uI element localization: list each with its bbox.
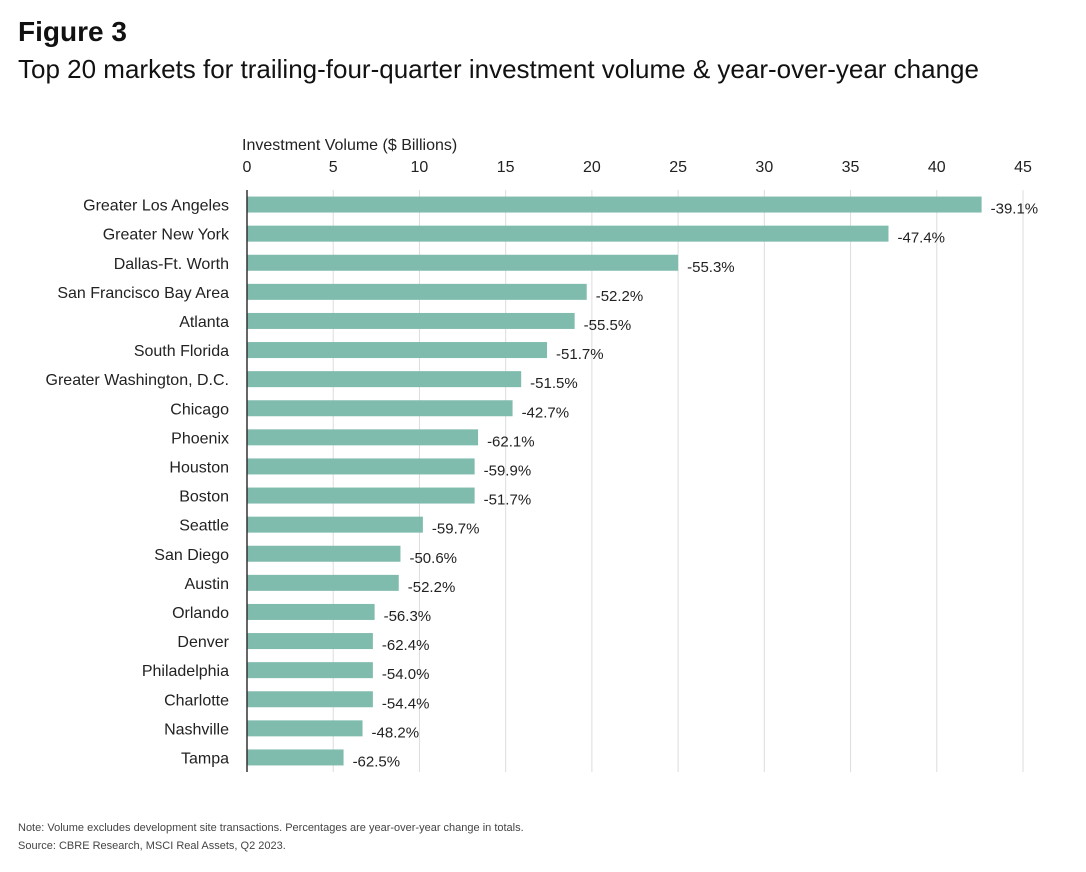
value-label: -51.7%: [484, 492, 532, 509]
bar: [247, 633, 373, 650]
x-axis-label: Investment Volume ($ Billions): [242, 137, 457, 154]
bar: [247, 574, 399, 591]
x-tick-label: 20: [583, 159, 601, 176]
bar: [247, 691, 373, 708]
category-label: Phoenix: [171, 430, 229, 447]
value-label: -52.2%: [408, 579, 456, 596]
x-axis-ticks: 0 5 10 15 20 25 30 35 40 45: [243, 159, 1032, 176]
category-label: Atlanta: [179, 314, 229, 331]
bar: [247, 458, 475, 475]
source-note: Source: CBRE Research, MSCI Real Assets,…: [18, 840, 286, 852]
value-label: -62.5%: [353, 753, 401, 770]
category-label: Houston: [169, 459, 229, 476]
bar: [247, 603, 375, 620]
bars: [247, 196, 982, 766]
value-label: -55.5%: [584, 317, 632, 334]
bar: [247, 254, 679, 271]
x-tick-label: 30: [755, 159, 773, 176]
value-label: -52.2%: [596, 288, 644, 305]
bar: [247, 312, 575, 329]
category-label: Tampa: [181, 750, 229, 767]
category-label: Dallas-Ft. Worth: [114, 256, 229, 273]
category-label: South Florida: [134, 343, 229, 360]
x-tick-label: 5: [329, 159, 338, 176]
bar: [247, 487, 475, 504]
x-tick-label: 25: [669, 159, 687, 176]
x-tick-label: 0: [243, 159, 252, 176]
category-label: Philadelphia: [142, 663, 229, 680]
value-label: -51.7%: [556, 346, 604, 363]
value-label: -56.3%: [384, 608, 432, 625]
footnote: Note: Volume excludes development site t…: [18, 822, 524, 834]
category-label: Nashville: [164, 721, 229, 738]
category-labels: Greater Los Angeles Greater New York Dalla…: [46, 198, 230, 768]
category-label: San Diego: [154, 547, 229, 564]
category-label: Greater New York: [103, 227, 230, 244]
category-label: Seattle: [179, 518, 229, 535]
category-label: Greater Los Angeles: [83, 198, 229, 215]
x-tick-label: 10: [411, 159, 429, 176]
value-labels: -39.1% -47.4% -55.3% -52.2% -55.5% -51.7% -51.…: [353, 201, 1039, 771]
value-label: -59.9%: [484, 462, 532, 479]
bar: [247, 400, 513, 417]
x-tick-label: 35: [842, 159, 860, 176]
bar-chart: Investment Volume ($ Billions) 0 5 10 15 20 2…: [46, 137, 1039, 772]
value-label: -51.5%: [530, 375, 578, 392]
bar: [247, 749, 344, 766]
value-label: -48.2%: [372, 724, 420, 741]
bar: [247, 429, 479, 446]
gridlines: [332, 190, 1024, 772]
value-label: -54.4%: [382, 695, 430, 712]
value-label: -62.4%: [382, 637, 430, 654]
category-label: Boston: [179, 489, 229, 506]
value-label: -55.3%: [687, 259, 735, 276]
bar: [247, 283, 587, 300]
figure-label: Figure 3: [18, 16, 127, 47]
value-label: -59.7%: [432, 521, 480, 538]
bar: [247, 662, 373, 679]
value-label: -42.7%: [522, 404, 570, 421]
value-label: -39.1%: [991, 201, 1039, 218]
category-label: Denver: [177, 634, 229, 651]
x-tick-label: 40: [928, 159, 946, 176]
bar: [247, 371, 522, 388]
bar: [247, 545, 401, 562]
category-label: Orlando: [172, 605, 229, 622]
value-label: -47.4%: [897, 230, 945, 247]
category-label: Austin: [185, 576, 229, 593]
value-label: -54.0%: [382, 666, 430, 683]
category-label: Greater Washington, D.C.: [46, 372, 229, 389]
bar: [247, 196, 982, 213]
bar: [247, 720, 363, 737]
value-label: -50.6%: [409, 550, 457, 567]
value-label: -62.1%: [487, 433, 535, 450]
x-tick-label: 15: [497, 159, 515, 176]
bar: [247, 342, 548, 359]
bar: [247, 516, 423, 533]
chart-title: Top 20 markets for trailing-four-quarter…: [18, 54, 979, 84]
bar: [247, 225, 889, 242]
category-label: San Francisco Bay Area: [57, 285, 229, 302]
x-tick-label: 45: [1014, 159, 1032, 176]
category-label: Chicago: [170, 401, 229, 418]
category-label: Charlotte: [164, 692, 229, 709]
